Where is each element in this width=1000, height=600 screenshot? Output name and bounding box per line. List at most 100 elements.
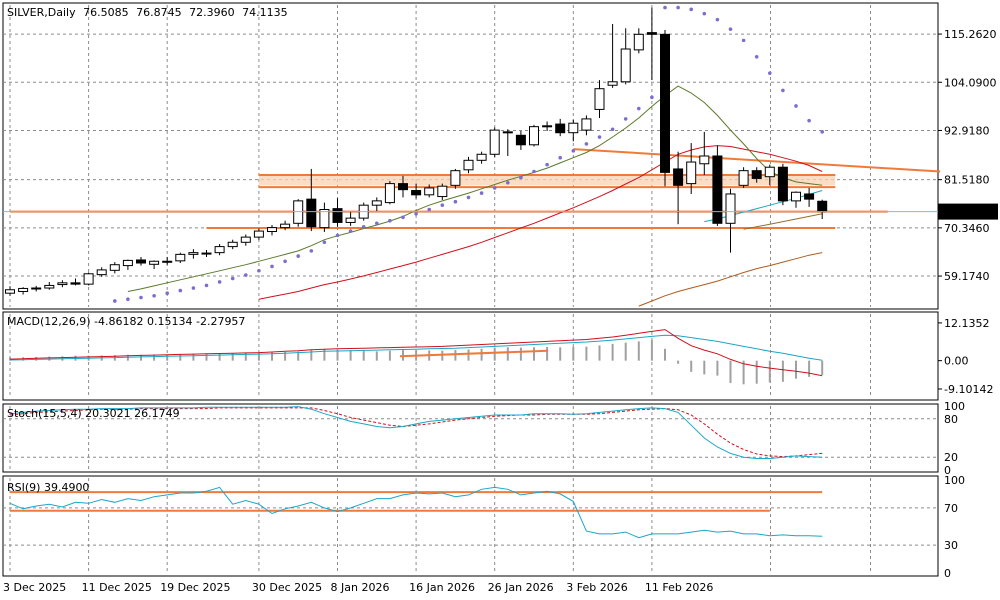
candle-body bbox=[136, 259, 146, 264]
macd-tick-label: -9.10142 bbox=[944, 383, 993, 396]
candle-body bbox=[44, 284, 55, 289]
candle-body bbox=[149, 260, 160, 265]
rsi-tick-label: 70 bbox=[944, 502, 958, 515]
candle-body bbox=[57, 282, 68, 286]
candle-body bbox=[817, 200, 828, 213]
candle-body bbox=[122, 259, 133, 267]
sar-dot bbox=[506, 180, 510, 185]
candle-body bbox=[214, 246, 225, 254]
candle-body bbox=[699, 155, 710, 165]
date-label: 16 Jan 2026 bbox=[409, 581, 475, 594]
sar-dot bbox=[126, 297, 130, 302]
candle-body bbox=[620, 48, 631, 83]
sar-dot bbox=[335, 233, 340, 238]
sar-dot bbox=[728, 27, 733, 31]
candle-body bbox=[332, 208, 343, 223]
price-tick-label: 70.3460 bbox=[944, 222, 990, 235]
sar-dot bbox=[309, 249, 314, 253]
candle-body bbox=[201, 252, 212, 255]
price-tick-label: 115.2620 bbox=[944, 28, 997, 41]
candle-body bbox=[555, 123, 566, 134]
sar-dot bbox=[781, 88, 785, 93]
sar-dot bbox=[571, 149, 576, 153]
macd-tick-label: 0.00 bbox=[944, 355, 969, 368]
candle-body bbox=[529, 126, 539, 146]
candle-body bbox=[319, 208, 330, 229]
ma-mid-line bbox=[258, 145, 823, 300]
price-panel[interactable] bbox=[2, 2, 939, 310]
candle-body bbox=[777, 166, 788, 202]
sar-dot bbox=[519, 175, 523, 180]
chart-title: SILVER,Daily 76.5085 76.8745 72.3960 74.… bbox=[7, 6, 288, 19]
ma-brown-line bbox=[743, 213, 823, 230]
sar-dot bbox=[375, 221, 379, 226]
candle-body bbox=[398, 183, 408, 191]
stochastic-panel[interactable] bbox=[2, 403, 939, 473]
macd-panel[interactable] bbox=[2, 311, 939, 401]
stoch-tick-label: 20 bbox=[944, 451, 958, 464]
sar-dot bbox=[820, 130, 824, 134]
sar-dot bbox=[217, 280, 222, 284]
axes: 115.2620 104.0900 92.9180 81.5180 70.3460 59.… bbox=[3, 28, 998, 594]
candle-body bbox=[240, 236, 251, 243]
candle-body bbox=[188, 252, 199, 255]
ma-slow-line bbox=[638, 252, 823, 307]
sar-dot bbox=[440, 203, 445, 207]
sar-dot bbox=[545, 162, 549, 167]
sar-dot bbox=[584, 142, 589, 146]
support-zone-band bbox=[258, 174, 836, 186]
sar-dot bbox=[702, 11, 707, 16]
price-tick-label: 92.9180 bbox=[944, 124, 990, 137]
sar-dot bbox=[741, 38, 746, 43]
stochastic-label: Stoch(15,5,4) 20.3021 26.1749 bbox=[7, 407, 180, 420]
sar-dot bbox=[178, 288, 183, 293]
sar-dot bbox=[165, 291, 169, 295]
candle-body bbox=[712, 155, 723, 224]
sar-dot bbox=[139, 295, 143, 300]
last-price-badge bbox=[938, 203, 998, 220]
candle-body bbox=[594, 88, 605, 110]
candle-body bbox=[660, 33, 670, 173]
candle-body bbox=[227, 241, 238, 248]
date-label: 19 Dec 2025 bbox=[160, 581, 230, 594]
support-zone bbox=[258, 174, 836, 186]
candle-body bbox=[96, 269, 107, 276]
sar-dot bbox=[361, 224, 366, 229]
candle-body bbox=[463, 159, 474, 171]
sar-dot bbox=[689, 7, 693, 12]
candle-body bbox=[371, 200, 382, 206]
stoch-tick-label: 80 bbox=[944, 413, 958, 426]
candle-body bbox=[5, 289, 15, 294]
candle-body bbox=[31, 287, 42, 290]
sar-dot bbox=[257, 268, 261, 273]
candle-body bbox=[175, 253, 186, 262]
date-label: 26 Jan 2026 bbox=[488, 581, 554, 594]
sar-dot bbox=[414, 212, 418, 216]
candle-body bbox=[267, 227, 277, 232]
candle-body bbox=[791, 191, 801, 202]
candle-body bbox=[686, 161, 697, 185]
candle-body bbox=[411, 190, 422, 196]
candle-body bbox=[476, 153, 487, 161]
sar-dot bbox=[715, 17, 720, 22]
candle-body bbox=[70, 282, 81, 285]
sar-dot bbox=[597, 135, 602, 139]
macd-trendline bbox=[399, 349, 549, 358]
candle-body bbox=[581, 118, 592, 131]
sar-dot bbox=[610, 127, 615, 132]
ma-fast-line bbox=[127, 85, 823, 292]
candle-body bbox=[489, 129, 500, 155]
sar-dot bbox=[807, 118, 811, 123]
candle-body bbox=[109, 264, 120, 271]
sar-dot bbox=[466, 195, 471, 200]
sar-dot bbox=[650, 95, 654, 100]
macd-signal-line bbox=[9, 334, 823, 361]
sar-dot bbox=[453, 199, 458, 204]
candle-body bbox=[751, 170, 762, 179]
candle-body bbox=[673, 168, 684, 186]
rsi-panel[interactable] bbox=[2, 475, 939, 577]
candle-body bbox=[764, 166, 775, 178]
rsi-tick-label: 100 bbox=[944, 474, 965, 487]
